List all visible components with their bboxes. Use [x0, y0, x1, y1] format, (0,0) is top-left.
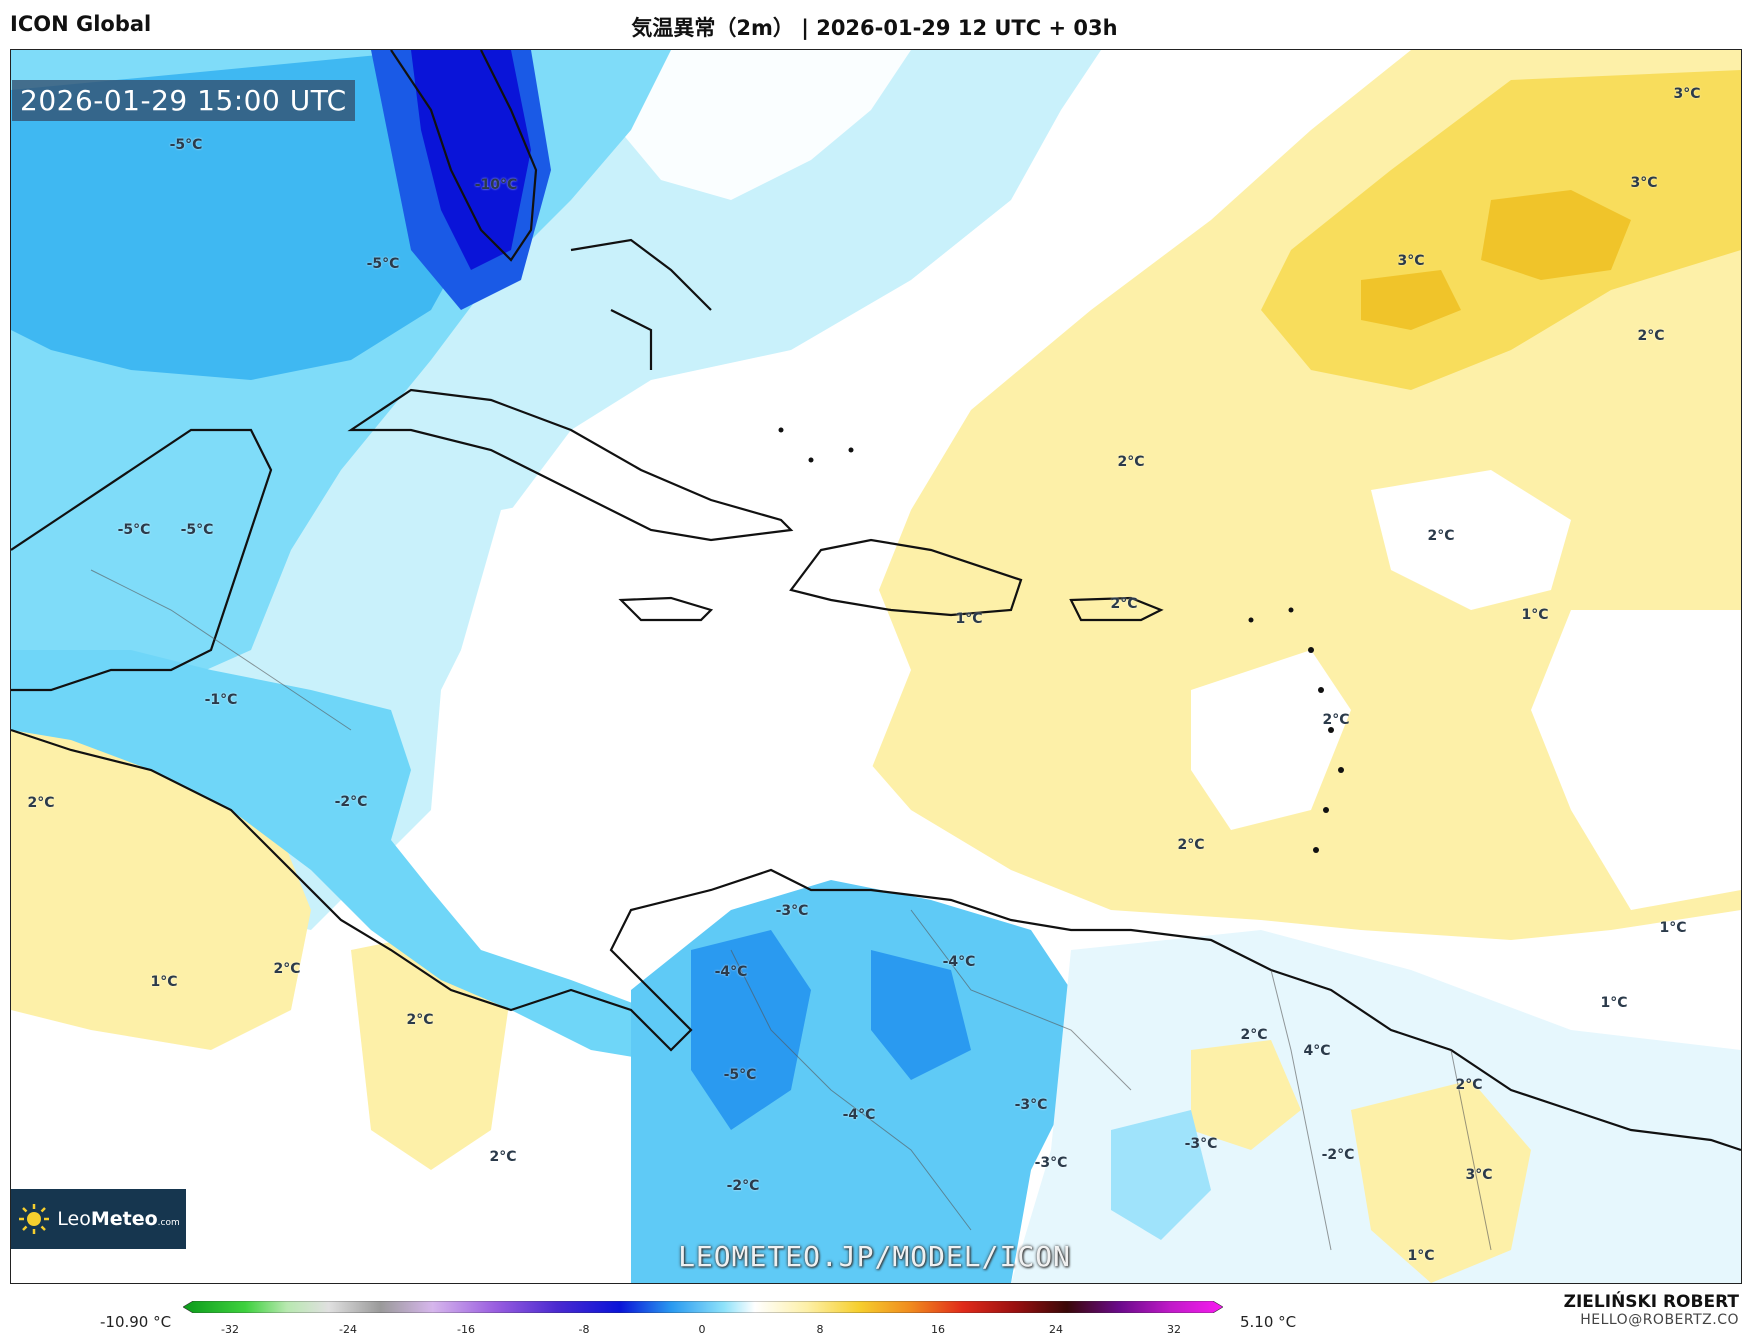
author-name: ZIELIŃSKI ROBERT: [1563, 1292, 1739, 1312]
colorbar-tick: 16: [931, 1323, 945, 1336]
anomaly-field: [11, 50, 1741, 1283]
contour-label: 2°C: [1117, 454, 1145, 470]
contour-label: -2°C: [726, 1178, 760, 1194]
colorbar-tick: 0: [698, 1323, 706, 1336]
contour-label: -10°C: [474, 177, 518, 193]
site-watermark: LEOMETEO.JP/MODEL/ICON: [678, 1240, 1071, 1273]
contour-label: -5°C: [366, 256, 400, 272]
model-name: ICON Global: [10, 12, 152, 36]
colorbar-max-label: 5.10 °C: [1240, 1313, 1297, 1331]
contour-label: 2°C: [273, 961, 301, 977]
contour-label: 3°C: [1673, 86, 1701, 102]
contour-label: -2°C: [334, 794, 368, 810]
contour-label: -3°C: [1034, 1155, 1068, 1171]
author-email[interactable]: HELLO@ROBERTZ.CO: [1580, 1312, 1739, 1328]
contour-label: -5°C: [169, 137, 203, 153]
contour-label: -4°C: [714, 964, 748, 980]
contour-label: 2°C: [1110, 596, 1138, 612]
contour-label: -5°C: [180, 522, 214, 538]
contour-label: 1°C: [1659, 920, 1687, 936]
contour-label: 2°C: [1322, 712, 1350, 728]
contour-label: 1°C: [1407, 1248, 1435, 1264]
contour-label: 1°C: [150, 974, 178, 990]
contour-label: 1°C: [1521, 607, 1549, 623]
contour-label: -3°C: [1184, 1136, 1218, 1152]
colorbar-ticks: -32 -24 -16 -8 0 8 16 24 32: [183, 1323, 1223, 1337]
author-credit: ZIELIŃSKI ROBERT HELLO@ROBERTZ.CO: [1564, 1292, 1739, 1328]
contour-label: 2°C: [1455, 1077, 1483, 1093]
colorbar-tick: -8: [578, 1323, 590, 1336]
contour-label: 2°C: [1177, 837, 1205, 853]
map-canvas[interactable]: -5°C -10°C -5°C -5°C -5°C 3°C 3°C 3°C 2°…: [10, 49, 1742, 1284]
contour-label: -1°C: [204, 692, 238, 708]
valid-time-badge: 2026-01-29 15:00 UTC: [12, 80, 355, 121]
colorbar-tick: -16: [457, 1323, 475, 1336]
contour-label: 2°C: [489, 1149, 517, 1165]
contour-label: 3°C: [1397, 253, 1425, 269]
colorbar-tick: 24: [1049, 1323, 1063, 1336]
colorbar-tick: 32: [1167, 1323, 1181, 1336]
contour-label: -3°C: [775, 903, 809, 919]
colorbar-tick: 8: [816, 1323, 824, 1336]
contour-label: 2°C: [406, 1012, 434, 1028]
contour-label: -3°C: [1014, 1097, 1048, 1113]
contour-label: -5°C: [723, 1067, 757, 1083]
contour-label: 2°C: [27, 795, 55, 811]
contour-label: 1°C: [955, 611, 983, 627]
contour-label: 2°C: [1427, 528, 1455, 544]
contour-label: 2°C: [1240, 1027, 1268, 1043]
colorbar: -10.90 °C: [0, 1290, 1749, 1338]
contour-label: 3°C: [1465, 1167, 1493, 1183]
contour-label: 3°C: [1630, 175, 1658, 191]
sun-icon: [19, 1204, 50, 1234]
contour-label: -4°C: [942, 954, 976, 970]
colorbar-tick: -24: [339, 1323, 357, 1336]
colorbar-tick: -32: [221, 1323, 239, 1336]
map-title: 気温異常（2m） | 2026-01-29 12 UTC + 03h: [631, 16, 1118, 40]
leometeo-logo[interactable]: LeoMeteo.com: [11, 1189, 186, 1249]
contour-label: -5°C: [117, 522, 151, 538]
logo-wordmark: LeoMeteo.com: [57, 1208, 180, 1230]
contour-label: 4°C: [1303, 1043, 1331, 1059]
contour-label: 2°C: [1637, 328, 1665, 344]
colorbar-gradient: [183, 1301, 1223, 1313]
contour-label: 1°C: [1600, 995, 1628, 1011]
contour-label: -2°C: [1321, 1147, 1355, 1163]
contour-label: -4°C: [842, 1107, 876, 1123]
colorbar-min-label: -10.90 °C: [100, 1313, 172, 1331]
